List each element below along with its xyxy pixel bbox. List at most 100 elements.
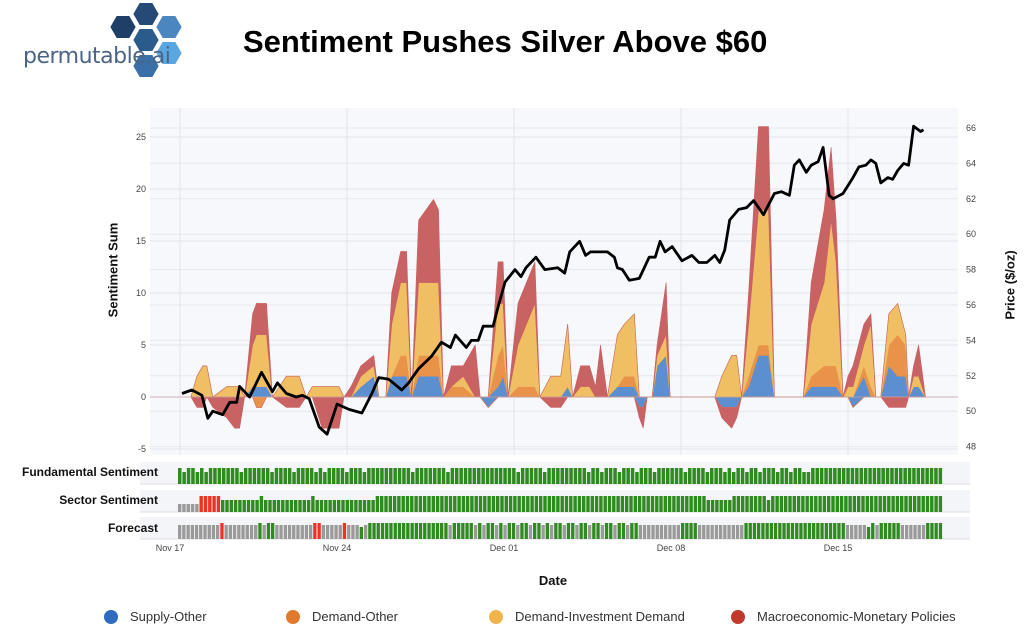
signal-bar xyxy=(718,468,723,484)
signal-bar xyxy=(440,496,444,512)
signal-bar xyxy=(450,468,455,484)
signal-bar xyxy=(556,468,560,484)
signal-bar xyxy=(744,523,748,539)
signal-bar xyxy=(190,504,195,512)
legend-item-supply-other[interactable]: Supply-Other xyxy=(104,609,207,624)
signal-bar xyxy=(468,468,472,484)
signal-bar xyxy=(878,496,882,512)
signal-bar xyxy=(243,468,248,484)
signal-bar xyxy=(494,468,499,484)
signal-bar xyxy=(513,496,517,512)
signal-bar xyxy=(869,496,874,512)
signal-bar xyxy=(885,468,890,484)
signal-bar xyxy=(586,496,590,512)
signal-bar xyxy=(313,523,317,539)
signal-bar xyxy=(283,468,287,484)
signal-bar xyxy=(453,496,457,512)
signal-bar xyxy=(380,496,384,512)
signal-bar xyxy=(868,468,872,484)
signal-bar xyxy=(909,525,913,539)
signal-bar xyxy=(663,496,667,512)
signal-bar xyxy=(590,496,594,512)
legend-item-demand-other[interactable]: Demand-Other xyxy=(286,609,398,624)
signal-bar xyxy=(757,523,761,539)
signal-bar xyxy=(888,523,892,539)
signal-bar xyxy=(579,523,583,539)
signal-bar xyxy=(913,525,917,539)
signal-bar xyxy=(229,500,233,512)
signal-bar xyxy=(384,496,388,512)
signal-bar xyxy=(178,525,182,539)
signal-bar xyxy=(871,523,875,539)
y-tick-right: 64 xyxy=(966,158,976,168)
signal-bar xyxy=(771,468,775,484)
signal-bar xyxy=(472,468,477,484)
signal-bar xyxy=(345,500,349,512)
signal-bar xyxy=(342,523,347,539)
signal-bar xyxy=(652,472,657,484)
legend-item-demand-investment[interactable]: Demand-Investment Demand xyxy=(489,609,685,624)
price-line xyxy=(181,124,925,436)
signal-bar xyxy=(414,523,418,539)
signal-bar xyxy=(612,496,616,512)
signal-bar xyxy=(890,468,894,484)
signal-bar xyxy=(655,496,659,512)
signal-bar xyxy=(822,496,827,512)
signal-bar xyxy=(261,468,265,484)
signal-bar xyxy=(511,523,516,539)
signal-bar xyxy=(355,525,359,539)
signal-bar xyxy=(740,468,745,484)
legend-item-macro-monetary[interactable]: Macroeconomic-Monetary Policies xyxy=(731,609,956,624)
signal-row-fundamental xyxy=(140,462,970,485)
signal-bar xyxy=(178,468,182,484)
signal-bar xyxy=(626,525,630,539)
signal-bar xyxy=(251,500,255,512)
y-tick-right: 50 xyxy=(966,406,976,416)
signal-bar xyxy=(839,496,844,512)
signal-bar xyxy=(790,523,795,539)
signal-bar xyxy=(222,468,226,484)
signal-bar xyxy=(661,468,666,484)
signal-bar xyxy=(664,525,668,539)
signal-bar xyxy=(428,468,433,484)
signal-bar xyxy=(347,525,351,539)
signal-bar xyxy=(490,468,494,484)
signal-bar xyxy=(208,468,213,484)
signal-bar xyxy=(448,496,453,512)
signal-bar xyxy=(521,496,526,512)
signal-bar xyxy=(819,468,824,484)
signal-bar xyxy=(281,500,285,512)
signal-bar xyxy=(894,468,899,484)
signal-bar xyxy=(833,523,837,539)
signal-bar xyxy=(457,496,461,512)
signal-bar xyxy=(685,523,689,539)
signal-bar xyxy=(319,500,324,512)
y-tick-left: 25 xyxy=(136,132,146,142)
signal-bar xyxy=(349,468,353,484)
signal-bar xyxy=(683,472,688,484)
signal-bar xyxy=(644,468,648,484)
signal-bar xyxy=(190,525,194,539)
signal-bar xyxy=(899,468,903,484)
signal-bar xyxy=(242,500,246,512)
signal-bar xyxy=(929,468,934,484)
signal-bar xyxy=(831,496,835,512)
logo-hexagons xyxy=(108,3,184,79)
signal-bar xyxy=(689,496,693,512)
signal-bar xyxy=(542,472,547,484)
signal-bar xyxy=(852,496,857,512)
signal-bar xyxy=(503,468,507,484)
signal-bar xyxy=(934,468,938,484)
signal-bar xyxy=(837,468,841,484)
signal-bar xyxy=(855,468,859,484)
signal-bar xyxy=(309,468,314,484)
signal-bar xyxy=(613,525,617,539)
signal-bar xyxy=(533,523,537,539)
signal-bar xyxy=(732,472,736,484)
signal-row-forecast xyxy=(140,517,970,540)
signal-bar xyxy=(895,496,900,512)
signal-bar xyxy=(900,496,904,512)
signal-bar xyxy=(938,523,943,539)
signal-bar xyxy=(837,523,841,539)
y-axis-right-title: Price ($/oz) xyxy=(1002,250,1018,320)
